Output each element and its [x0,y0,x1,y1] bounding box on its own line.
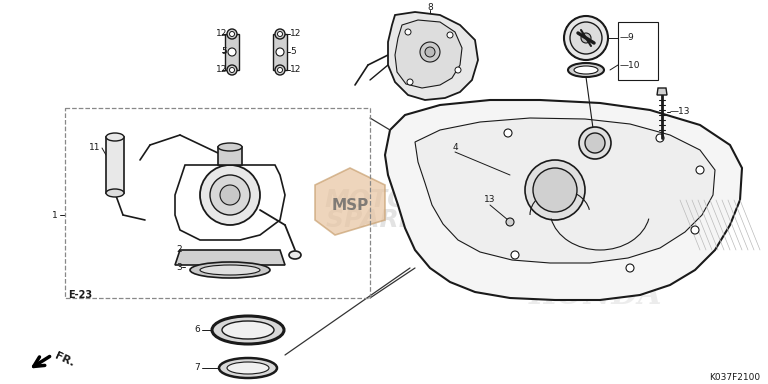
Polygon shape [385,100,742,300]
Text: 8: 8 [427,3,433,12]
Ellipse shape [574,66,598,74]
Circle shape [564,16,608,60]
Text: MOTORCYCLE: MOTORCYCLE [325,188,515,212]
Text: 12: 12 [290,66,301,74]
Ellipse shape [219,358,277,378]
Circle shape [455,67,461,73]
Text: 5: 5 [221,48,227,56]
Circle shape [585,133,605,153]
Text: 12: 12 [290,30,301,38]
Ellipse shape [200,265,260,275]
Circle shape [210,175,250,215]
Circle shape [525,160,585,220]
Circle shape [275,65,285,75]
Polygon shape [273,34,287,70]
Circle shape [696,166,704,174]
Ellipse shape [222,321,274,339]
Polygon shape [106,137,124,193]
Circle shape [504,129,512,137]
Text: —9: —9 [620,33,634,43]
Ellipse shape [227,362,269,374]
Text: 12: 12 [216,66,227,74]
Text: FR.: FR. [53,351,76,368]
Circle shape [277,68,283,73]
Circle shape [405,29,411,35]
Text: K037F2100: K037F2100 [709,374,760,382]
Circle shape [656,134,664,142]
Text: 7: 7 [194,364,200,372]
Polygon shape [225,34,239,70]
Text: 4: 4 [452,144,458,152]
Text: HONDA: HONDA [528,280,662,311]
Circle shape [581,33,591,43]
Text: MSP: MSP [331,197,369,212]
Text: —10: —10 [620,61,641,70]
Circle shape [220,185,240,205]
Circle shape [511,251,519,259]
Circle shape [579,127,611,159]
Circle shape [407,79,413,85]
Circle shape [420,42,440,62]
Ellipse shape [212,316,284,344]
Text: —13: —13 [670,108,690,116]
Circle shape [506,218,514,226]
Text: 12: 12 [216,30,227,38]
Polygon shape [395,20,462,88]
Ellipse shape [190,262,270,278]
Circle shape [277,31,283,36]
Circle shape [691,226,699,234]
Text: SPARE PARTS: SPARE PARTS [326,208,514,232]
Circle shape [447,32,453,38]
Text: 1: 1 [52,210,58,220]
Polygon shape [315,168,385,235]
Text: 6: 6 [194,326,200,334]
Circle shape [275,29,285,39]
Text: 11: 11 [88,144,100,152]
Circle shape [227,29,237,39]
Text: 3: 3 [176,263,182,271]
Circle shape [533,168,577,212]
Text: E-23: E-23 [68,290,92,300]
Polygon shape [218,147,242,165]
Polygon shape [388,12,478,100]
Ellipse shape [568,63,604,77]
Circle shape [570,22,602,54]
Circle shape [230,68,234,73]
Ellipse shape [218,143,242,151]
Polygon shape [657,88,667,95]
Text: 13: 13 [485,195,496,205]
Polygon shape [415,118,715,263]
Text: 2: 2 [177,245,182,255]
Ellipse shape [289,251,301,259]
Circle shape [626,264,634,272]
Ellipse shape [106,189,124,197]
Circle shape [200,165,260,225]
Polygon shape [175,250,285,265]
Circle shape [227,65,237,75]
Ellipse shape [106,133,124,141]
Text: 5: 5 [290,48,296,56]
Circle shape [228,48,236,56]
Circle shape [276,48,284,56]
Circle shape [425,47,435,57]
Circle shape [230,31,234,36]
